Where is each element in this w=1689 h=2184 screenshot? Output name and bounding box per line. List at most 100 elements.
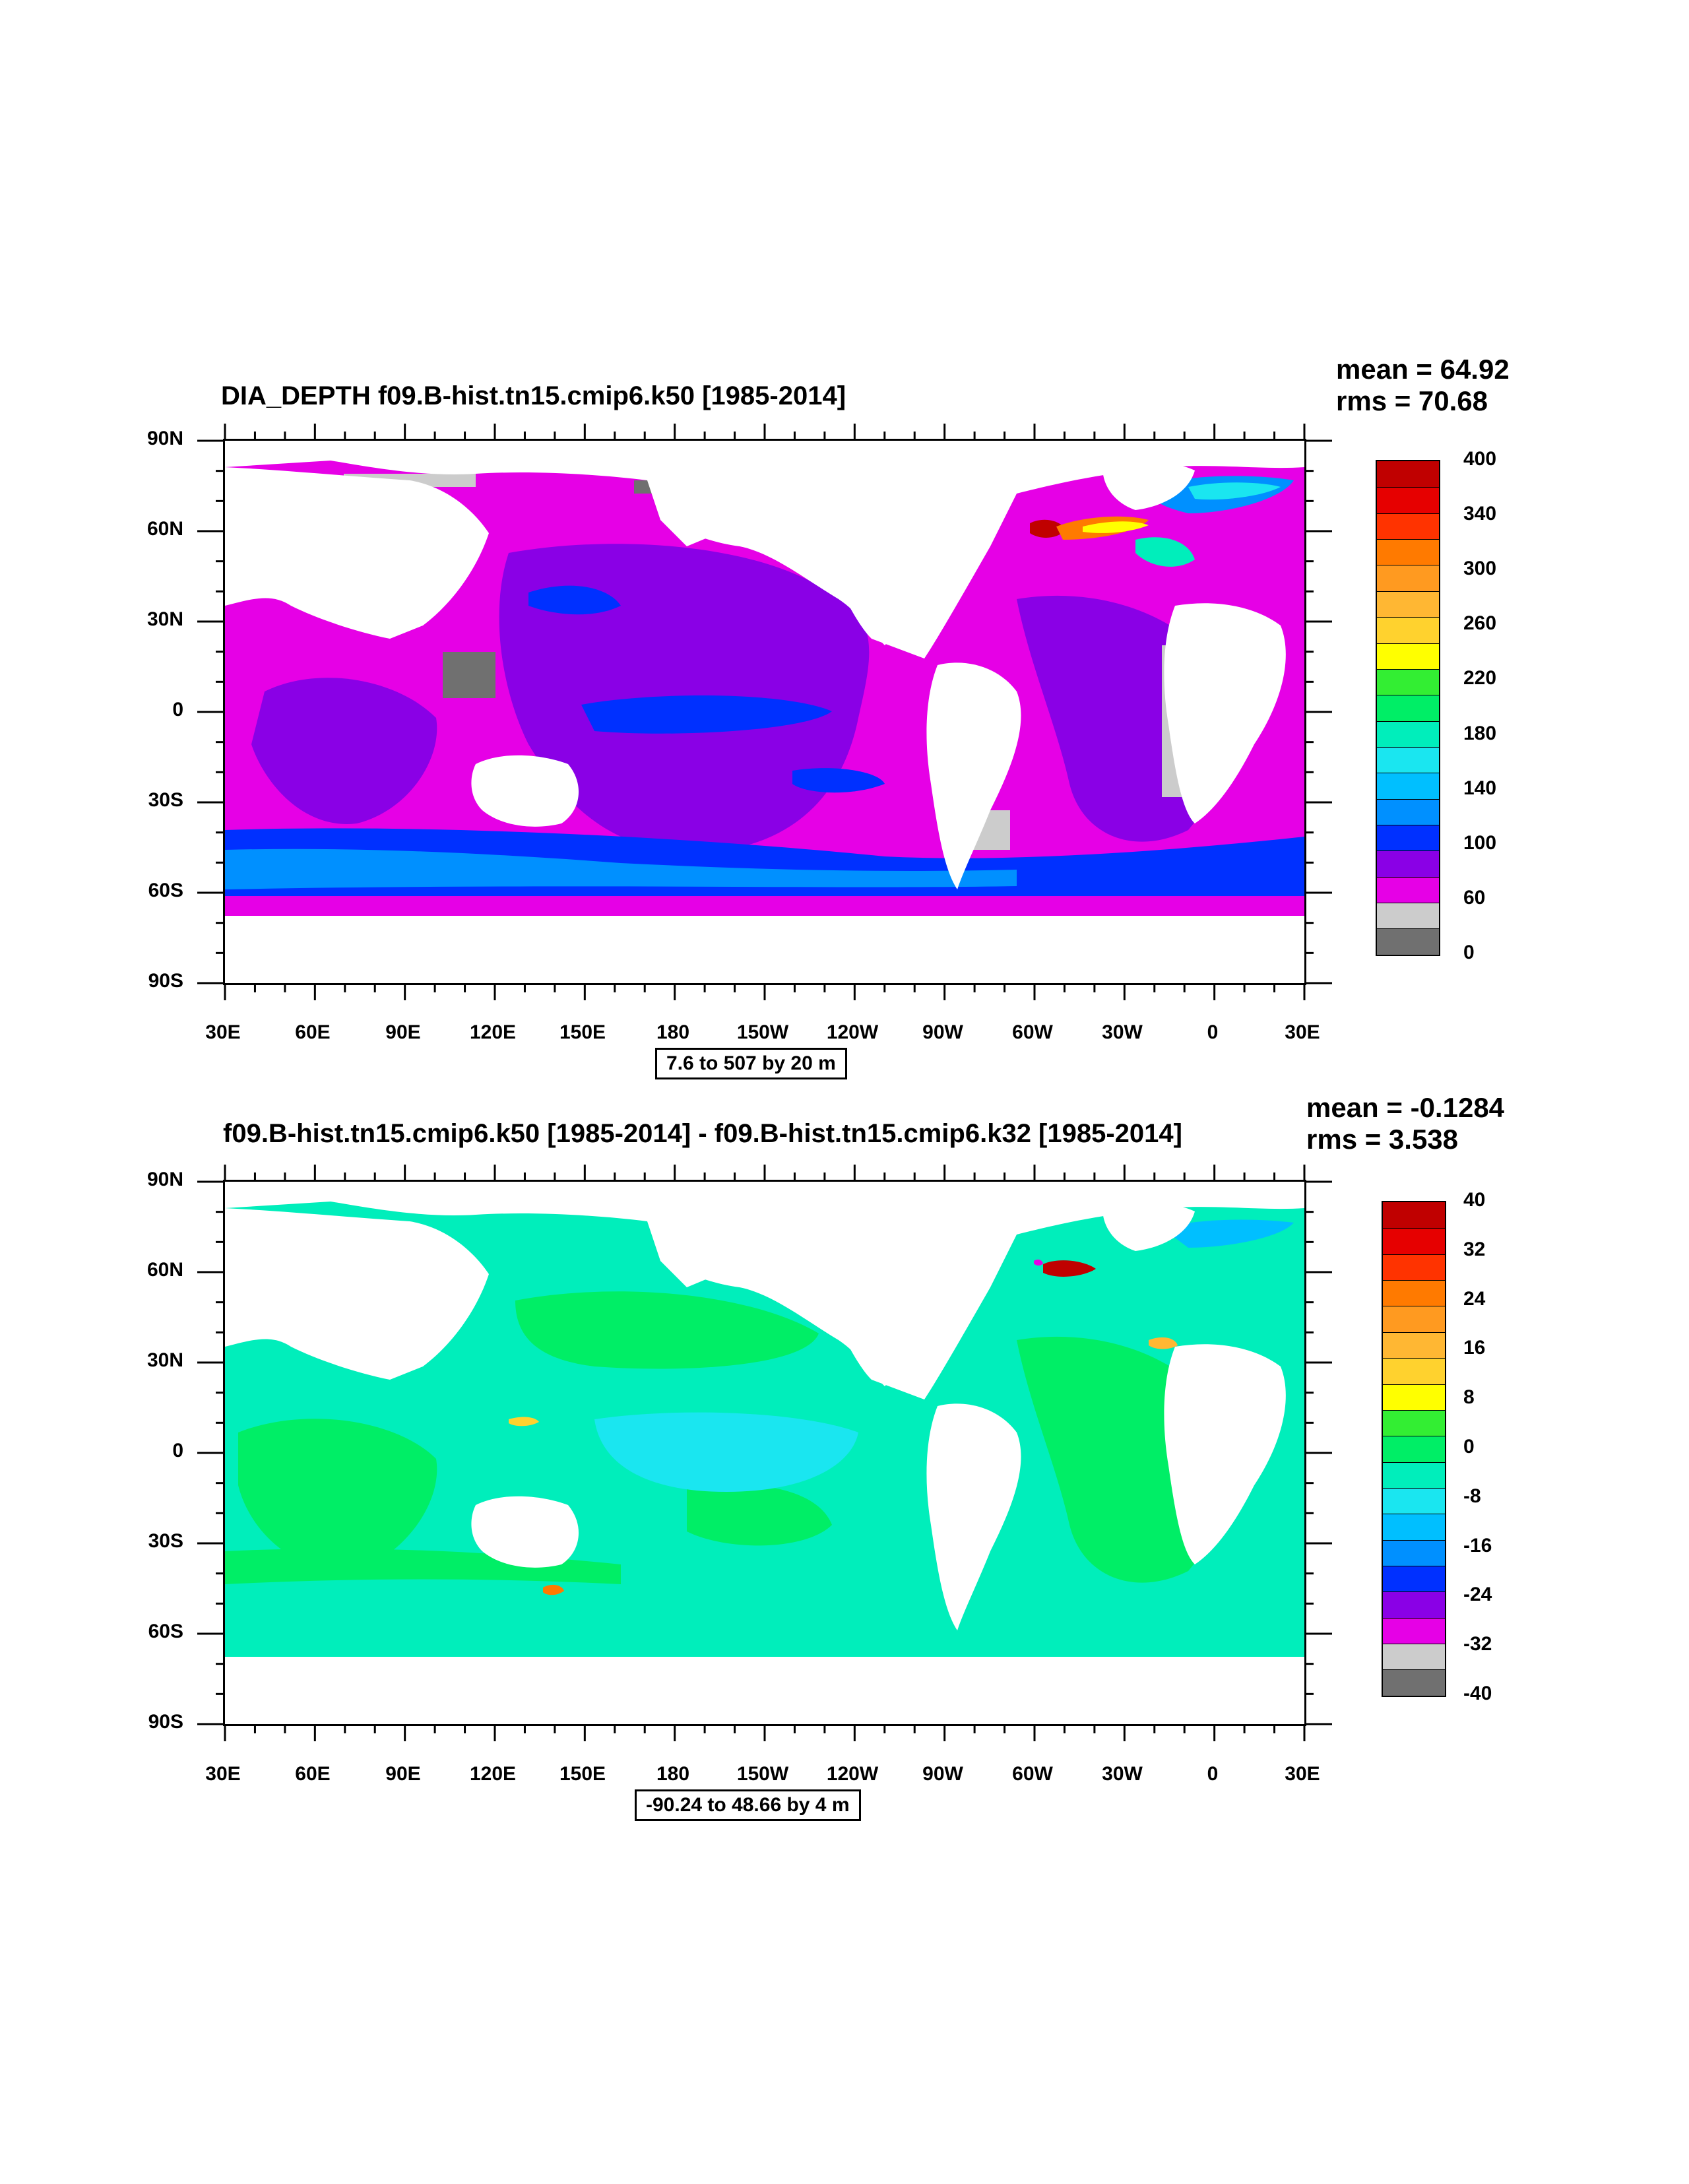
colorbar-swatch xyxy=(1377,903,1439,929)
colorbar-label: 24 xyxy=(1463,1287,1486,1310)
colorbar-swatch xyxy=(1377,591,1439,618)
lon-tick-label: 60W xyxy=(1012,1763,1053,1785)
colorbar-swatch xyxy=(1383,1358,1445,1384)
arctic-strip xyxy=(225,441,1304,447)
lat-tick-label: 30S xyxy=(148,789,183,811)
colorbar-swatch xyxy=(1377,773,1439,799)
labrador-magenta xyxy=(1034,1259,1043,1266)
pacific-blue-s xyxy=(792,768,885,793)
colorbar-swatch xyxy=(1383,1280,1445,1306)
lon-tick-label: 60E xyxy=(295,1763,331,1785)
colorbar-swatch xyxy=(1377,461,1439,488)
lon-tick-label: 90W xyxy=(922,1763,963,1785)
panel-1-title: DIA_DEPTH f09.B-hist.tn15.cmip6.k50 [198… xyxy=(221,381,846,410)
greenland-land xyxy=(1102,1204,1195,1251)
antarctica-land xyxy=(225,916,1304,983)
panel-2-map-field xyxy=(225,1182,1304,1724)
pacific-cyan-eq xyxy=(594,1412,858,1492)
lon-tick-label: 90E xyxy=(385,1021,421,1043)
colorbar-swatch xyxy=(1383,1669,1445,1696)
lon-tick-label: 150E xyxy=(559,1021,606,1043)
colorbar-label: 340 xyxy=(1463,503,1497,525)
lat-tick-label: 30N xyxy=(146,1349,183,1371)
south-america-land xyxy=(926,662,1021,889)
africa-land xyxy=(1164,1344,1286,1564)
lat-tick-label: 0 xyxy=(172,699,183,721)
colorbar-swatch xyxy=(1377,487,1439,513)
lon-tick-label: 30E xyxy=(205,1763,241,1785)
colorbar-label: 60 xyxy=(1463,886,1486,909)
north-america-land xyxy=(660,1235,933,1386)
panel-2-map xyxy=(197,1165,1332,1741)
nordic-seas-cyan xyxy=(1188,482,1281,500)
south-america-land xyxy=(926,1403,1021,1630)
africa-land xyxy=(1164,603,1286,823)
southern-ocean-magenta xyxy=(225,896,1304,921)
colorbar-swatch xyxy=(1377,746,1439,773)
colorbar-label: 0 xyxy=(1463,1436,1475,1458)
lat-tick-label: 90S xyxy=(148,970,183,992)
eurasia-land xyxy=(225,1188,1304,1399)
panel-1-map-field xyxy=(225,441,1304,983)
lat-tick-label: 60N xyxy=(146,518,183,540)
lat-tick-label: 90N xyxy=(146,428,183,449)
colorbar-label: 220 xyxy=(1463,667,1497,690)
lon-tick-label: 180 xyxy=(656,1763,690,1785)
colorbar-swatch xyxy=(1383,1384,1445,1410)
panel-1-colorbar xyxy=(1376,460,1440,956)
north-atlantic-yellow xyxy=(1083,521,1149,533)
lon-tick-label: 150E xyxy=(559,1763,606,1785)
colorbar-label: -24 xyxy=(1463,1584,1492,1606)
colorbar-swatch xyxy=(1377,798,1439,825)
colorbar-swatch xyxy=(1377,668,1439,695)
colorbar-label: -32 xyxy=(1463,1633,1492,1655)
australia-land xyxy=(471,755,579,827)
lat-tick-label: 30S xyxy=(148,1530,183,1552)
colorbar-swatch xyxy=(1377,539,1439,565)
lon-tick-label: 30E xyxy=(1285,1763,1320,1785)
colorbar-label: 100 xyxy=(1463,831,1497,854)
colorbar-swatch xyxy=(1383,1539,1445,1566)
lon-tick-label: 120E xyxy=(469,1763,517,1785)
colorbar-label: -8 xyxy=(1463,1485,1481,1507)
colorbar-swatch xyxy=(1383,1202,1445,1229)
lon-tick-label: 150W xyxy=(736,1021,789,1043)
panel-1-map xyxy=(197,424,1332,1000)
colorbar-swatch xyxy=(1383,1332,1445,1359)
lon-tick-label: 0 xyxy=(1207,1021,1219,1043)
labrador-red xyxy=(1043,1260,1096,1277)
map-ticks xyxy=(197,424,1332,1000)
colorbar-swatch xyxy=(1383,1514,1445,1540)
colorbar-swatch xyxy=(1383,1461,1445,1488)
indian-purple xyxy=(251,678,437,824)
indian-green xyxy=(238,1419,437,1572)
lon-tick-label: 0 xyxy=(1207,1763,1219,1785)
lat-tick-label: 0 xyxy=(172,1440,183,1461)
australia-land xyxy=(471,1496,579,1568)
colorbar-swatch xyxy=(1383,1228,1445,1254)
colorbar-swatch xyxy=(1383,1617,1445,1644)
lon-tick-label: 90W xyxy=(922,1021,963,1043)
panel-2-rms: rms = 3.538 xyxy=(1306,1124,1459,1155)
asia-land xyxy=(225,1208,489,1380)
lon-tick-label: 30W xyxy=(1102,1021,1143,1043)
colorbar-swatch xyxy=(1377,513,1439,540)
colorbar-label: 16 xyxy=(1463,1337,1486,1359)
panel-2-contour-range: -90.24 to 48.66 by 4 m xyxy=(635,1789,861,1821)
colorbar-swatch xyxy=(1383,1644,1445,1670)
lon-tick-label: 60E xyxy=(295,1021,331,1043)
colorbar-swatch xyxy=(1377,876,1439,903)
lat-tick-label: 90S xyxy=(148,1711,183,1733)
gulf-stream-orange xyxy=(1149,1337,1178,1349)
colorbar-swatch xyxy=(1383,1254,1445,1281)
lat-tick-label: 90N xyxy=(146,1169,183,1190)
lon-tick-label: 180 xyxy=(656,1021,690,1043)
colorbar-swatch xyxy=(1377,851,1439,877)
colorbar-swatch xyxy=(1383,1436,1445,1462)
pacific-blue-n xyxy=(528,585,621,615)
lon-tick-label: 120W xyxy=(826,1021,879,1043)
lon-tick-label: 120W xyxy=(826,1763,879,1785)
colorbar-label: 140 xyxy=(1463,777,1497,799)
north-america-land xyxy=(660,494,933,645)
southern-ocean-lightblue xyxy=(225,849,1017,889)
